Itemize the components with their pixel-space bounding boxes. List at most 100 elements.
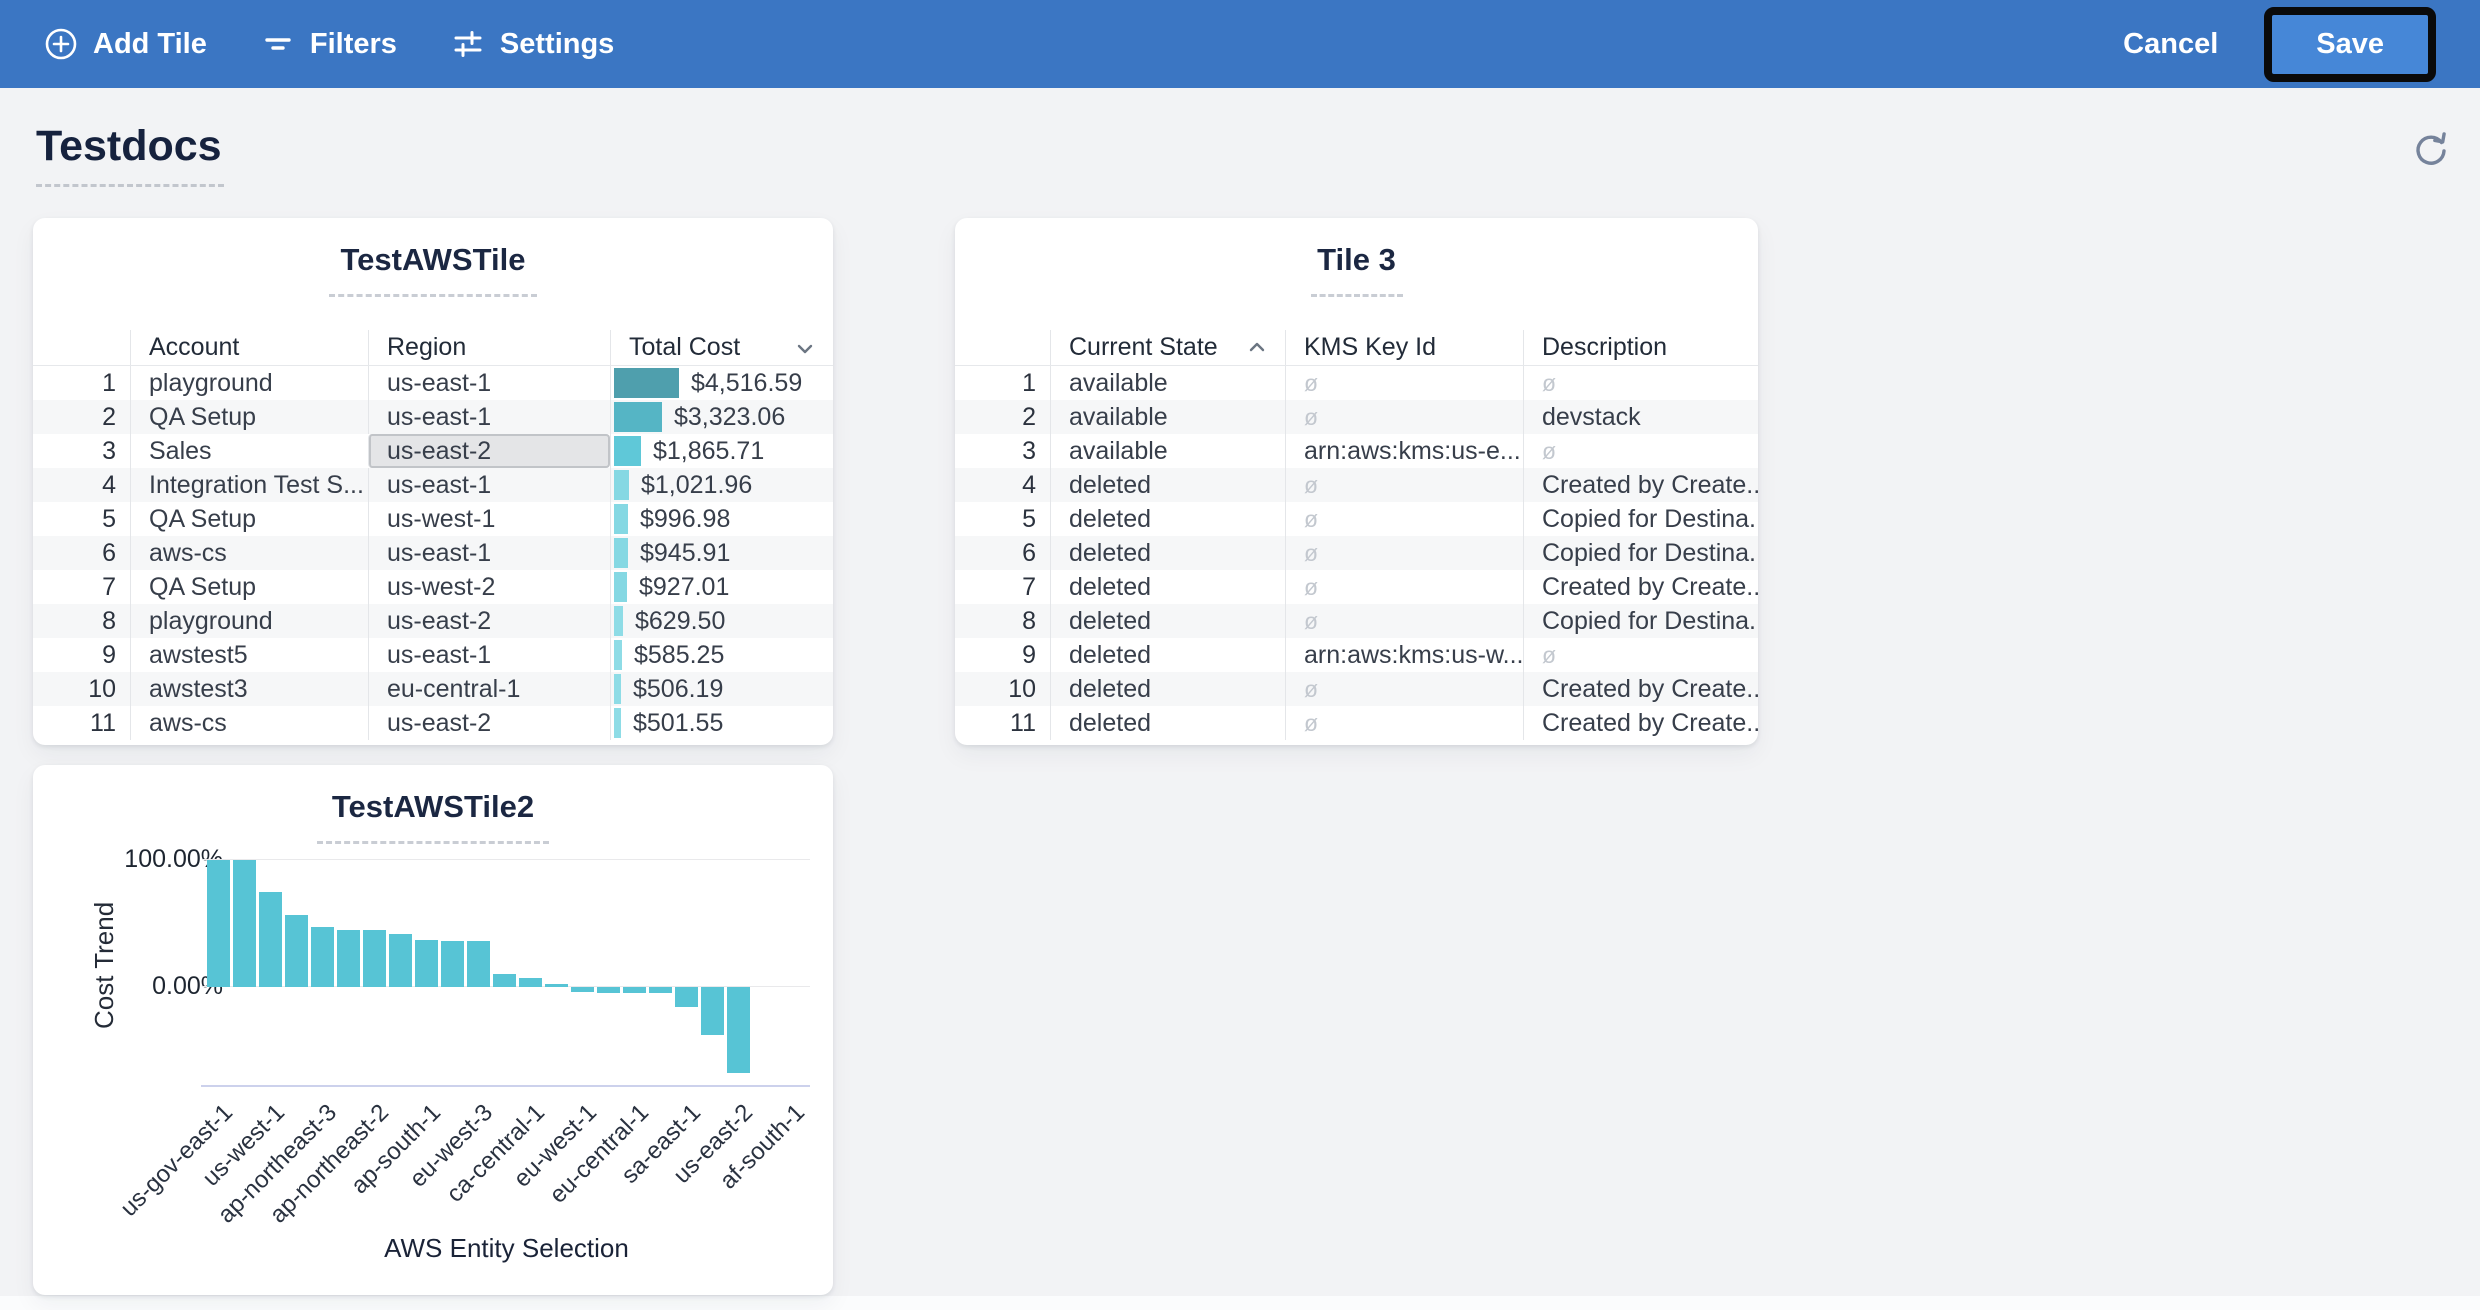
cell-region[interactable]: us-east-2 [368, 434, 610, 468]
cell-current-state[interactable]: deleted [1050, 502, 1285, 536]
cell-kms-key-id[interactable]: ø [1285, 706, 1523, 740]
cell-region[interactable]: us-east-1 [368, 468, 610, 502]
cell-kms-key-id[interactable]: ø [1285, 468, 1523, 502]
tile1-header-account[interactable]: Account [130, 330, 368, 365]
chart-bar [233, 860, 256, 987]
cell-account[interactable]: playground [130, 366, 368, 400]
cell-account[interactable]: aws-cs [130, 706, 368, 740]
page-title[interactable]: Testdocs [36, 122, 222, 170]
cell-current-state[interactable]: deleted [1050, 672, 1285, 706]
cell-account[interactable]: QA Setup [130, 502, 368, 536]
tile3-header-kmskeyid[interactable]: KMS Key Id [1285, 330, 1523, 365]
cell-account[interactable]: Integration Test S... [130, 468, 368, 502]
cell-kms-key-id[interactable]: arn:aws:kms:us-w... [1285, 638, 1523, 672]
refresh-icon [2408, 128, 2454, 174]
cell-total-cost[interactable]: $927.01 [610, 570, 833, 604]
cell-current-state[interactable]: deleted [1050, 468, 1285, 502]
tile3-header-description[interactable]: Description [1523, 330, 1758, 365]
cell-kms-key-id[interactable]: ø [1285, 536, 1523, 570]
tile1-header-region[interactable]: Region [368, 330, 610, 365]
cell-region[interactable]: us-east-2 [368, 706, 610, 740]
settings-button[interactable]: Settings [451, 27, 614, 61]
tile1-table: Account Region Total Cost 1 playground us-… [33, 330, 833, 740]
cell-region[interactable]: eu-central-1 [368, 672, 610, 706]
cell-kms-key-id[interactable]: ø [1285, 604, 1523, 638]
cell-region[interactable]: us-east-1 [368, 536, 610, 570]
tile3-title[interactable]: Tile 3 [1317, 242, 1396, 277]
cell-current-state[interactable]: deleted [1050, 638, 1285, 672]
cell-total-cost[interactable]: $629.50 [610, 604, 833, 638]
cost-value: $996.98 [640, 504, 731, 533]
chart-bar [415, 940, 438, 987]
cell-total-cost[interactable]: $506.19 [610, 672, 833, 706]
cell-description[interactable]: devstack [1523, 400, 1758, 434]
cell-total-cost[interactable]: $501.55 [610, 706, 833, 740]
cell-description[interactable]: ø [1523, 434, 1758, 468]
cell-description[interactable]: Created by Create... [1523, 706, 1758, 740]
cancel-button[interactable]: Cancel [2123, 27, 2219, 60]
cell-account[interactable]: QA Setup [130, 570, 368, 604]
cell-total-cost[interactable]: $1,021.96 [610, 468, 833, 502]
add-tile-button[interactable]: Add Tile [44, 27, 207, 61]
cell-kms-key-id[interactable]: ø [1285, 570, 1523, 604]
cost-bar [614, 436, 641, 466]
cell-description[interactable]: Copied for Destina... [1523, 502, 1758, 536]
tile1-title[interactable]: TestAWSTile [340, 242, 526, 277]
cell-kms-key-id[interactable]: ø [1285, 502, 1523, 536]
cell-description[interactable]: ø [1523, 638, 1758, 672]
cell-total-cost[interactable]: $3,323.06 [610, 400, 833, 434]
cell-region[interactable]: us-west-1 [368, 502, 610, 536]
cell-current-state[interactable]: deleted [1050, 570, 1285, 604]
cell-account[interactable]: aws-cs [130, 536, 368, 570]
cell-region[interactable]: us-west-2 [368, 570, 610, 604]
table-row: 2 available ø devstack [955, 400, 1758, 434]
cell-total-cost[interactable]: $996.98 [610, 502, 833, 536]
cell-account[interactable]: QA Setup [130, 400, 368, 434]
cell-current-state[interactable]: available [1050, 400, 1285, 434]
cell-total-cost[interactable]: $1,865.71 [610, 434, 833, 468]
cell-account[interactable]: playground [130, 604, 368, 638]
chevron-up-icon[interactable] [1245, 336, 1269, 360]
cell-account[interactable]: awstest3 [130, 672, 368, 706]
cost-bar [614, 572, 627, 602]
cell-description[interactable]: Created by Create... [1523, 468, 1758, 502]
table-row: 10 awstest3 eu-central-1 $506.19 [33, 672, 833, 706]
cell-kms-key-id[interactable]: ø [1285, 366, 1523, 400]
cost-bar [614, 504, 628, 534]
filters-button[interactable]: Filters [261, 27, 397, 61]
cell-total-cost[interactable]: $945.91 [610, 536, 833, 570]
tile2-title[interactable]: TestAWSTile2 [331, 789, 535, 824]
table-row: 7 deleted ø Created by Create... [955, 570, 1758, 604]
tile3-header-currentstate[interactable]: Current State [1050, 330, 1285, 365]
cell-total-cost[interactable]: $4,516.59 [610, 366, 833, 400]
cost-value: $1,021.96 [641, 470, 753, 499]
cell-account[interactable]: Sales [130, 434, 368, 468]
save-button[interactable]: Save [2264, 6, 2436, 82]
cell-kms-key-id[interactable]: ø [1285, 672, 1523, 706]
cell-region[interactable]: us-east-1 [368, 638, 610, 672]
chevron-down-icon[interactable] [793, 336, 817, 360]
cell-description[interactable]: Created by Create... [1523, 672, 1758, 706]
row-number: 8 [1022, 606, 1036, 635]
cell-current-state[interactable]: deleted [1050, 604, 1285, 638]
cell-description[interactable]: Copied for Destina... [1523, 536, 1758, 570]
cell-total-cost[interactable]: $585.25 [610, 638, 833, 672]
cell-description[interactable]: ø [1523, 366, 1758, 400]
cell-current-state[interactable]: deleted [1050, 536, 1285, 570]
cell-kms-key-id[interactable]: arn:aws:kms:us-e... [1285, 434, 1523, 468]
cell-description[interactable]: Copied for Destina... [1523, 604, 1758, 638]
cell-account[interactable]: awstest5 [130, 638, 368, 672]
refresh-button[interactable] [2408, 128, 2454, 174]
cell-region[interactable]: us-east-2 [368, 604, 610, 638]
cell-current-state[interactable]: available [1050, 366, 1285, 400]
tile3-title-wrap: Tile 3 [955, 218, 1758, 297]
cell-current-state[interactable]: deleted [1050, 706, 1285, 740]
tile1-table-body: 1 playground us-east-1 $4,516.59 2 QA Setup us… [33, 366, 833, 740]
cell-region[interactable]: us-east-1 [368, 400, 610, 434]
chart-bar [337, 930, 360, 987]
cell-kms-key-id[interactable]: ø [1285, 400, 1523, 434]
cell-current-state[interactable]: available [1050, 434, 1285, 468]
tile1-header-totalcost[interactable]: Total Cost [610, 330, 833, 365]
cell-description[interactable]: Created by Create... [1523, 570, 1758, 604]
cell-region[interactable]: us-east-1 [368, 366, 610, 400]
